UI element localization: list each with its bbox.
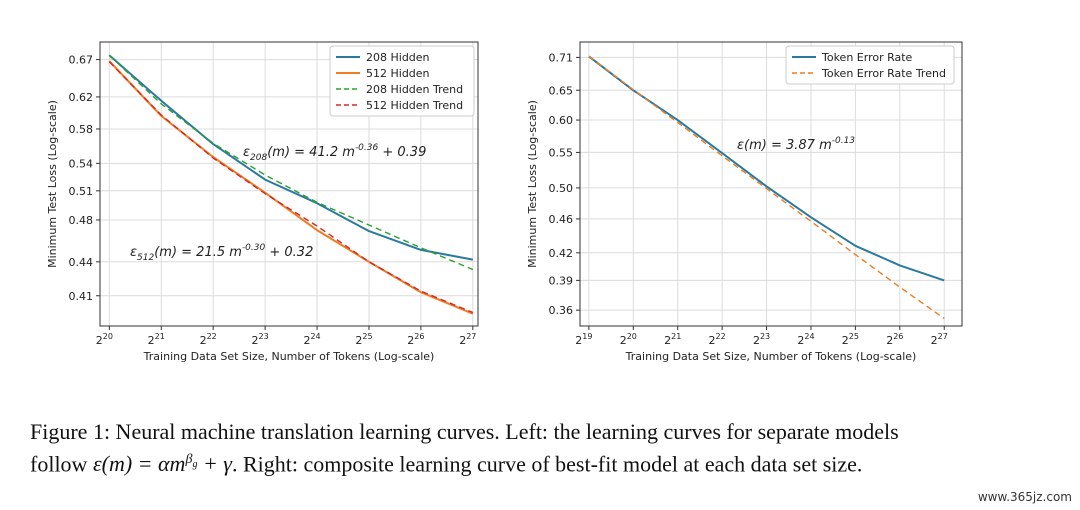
x-tick-label: 222 — [709, 332, 726, 347]
watermark: www.365jz.com — [977, 490, 1072, 504]
chart-panel-right: 0.71 0.65 0.60 0.55 0.50 0.46 0.42 0.39 0.36 219 2… — [526, 41, 963, 363]
caption-formula-exponent: βg — [185, 452, 198, 470]
plot-frame — [99, 41, 479, 327]
y-tick-label: 0.54 — [69, 157, 94, 170]
equation-annotation: ε208(m) = 41.2 m-0.36 + 0.39 — [243, 143, 426, 163]
x-tick-label: 225 — [355, 332, 372, 347]
x-tick-label: 220 — [620, 332, 637, 347]
y-tick-label: 0.58 — [69, 123, 94, 136]
series-line-208-hidden-trend — [108, 54, 474, 271]
y-tick-label: 0.42 — [549, 247, 574, 260]
y-tick-label: 0.62 — [69, 91, 94, 104]
y-tick-label: 0.51 — [69, 185, 94, 198]
x-tick-label: 221 — [664, 332, 681, 347]
chart-panel-left: 0.67 0.62 0.58 0.54 0.51 0.48 0.44 0.41 220 221 22… — [46, 41, 479, 363]
y-tick-label: 0.60 — [549, 114, 574, 127]
x-tick-label: 224 — [797, 332, 814, 347]
caption-formula-tail: + γ — [197, 451, 232, 477]
y-tick-label: 0.50 — [549, 182, 574, 195]
legend-box — [785, 45, 955, 85]
x-tick-label: 222 — [200, 332, 217, 347]
legend: Token Error Rate Token Error Rate Trend — [785, 45, 955, 85]
caption-line-2: follow ε(m) = αmβg + γ. Right: composite… — [30, 446, 1040, 479]
x-tick-label: 221 — [148, 332, 165, 347]
y-tick-label: 0.44 — [69, 256, 94, 269]
caption-formula-main: ε(m) = αm — [92, 451, 186, 477]
x-tick-label: 219 — [575, 332, 592, 347]
x-tick-label: 224 — [303, 332, 320, 347]
x-axis-label: Training Data Set Size, Number of Tokens… — [625, 350, 917, 363]
x-tick-label: 226 — [886, 332, 903, 347]
figure: 0.67 0.62 0.58 0.54 0.51 0.48 0.44 0.41 220 221 22… — [46, 41, 963, 363]
x-tick-label: 223 — [252, 332, 269, 347]
series-line-token-error-rate-trend — [588, 55, 945, 320]
legend-box — [329, 45, 475, 117]
y-axis-label: Minimum Test Loss (Log-scale) — [526, 100, 539, 268]
equation-annotation: ε(m) = 3.87 m-0.13 — [737, 136, 855, 153]
plot-frame — [579, 41, 963, 327]
x-tick-label: 226 — [407, 332, 424, 347]
x-axis-label: Training Data Set Size, Number of Tokens… — [143, 350, 435, 363]
legend-label: 208 Hidden Trend — [366, 83, 463, 96]
y-tick-label: 0.48 — [69, 214, 94, 227]
y-tick-label: 0.36 — [549, 304, 574, 317]
y-tick-label: 0.67 — [69, 54, 94, 67]
legend: 208 Hidden 512 Hidden 208 Hidden Trend 512 … — [329, 45, 475, 117]
legend-label: Token Error Rate Trend — [821, 67, 946, 80]
caption-line-2-start: follow — [30, 451, 93, 477]
series-line-512-hidden — [108, 60, 474, 315]
y-tick-label: 0.65 — [549, 84, 574, 97]
series-line-512-hidden-trend — [108, 61, 474, 314]
legend-label: 512 Hidden — [366, 67, 430, 80]
caption-formula-beta-sub: g — [192, 458, 198, 470]
caption-formula-beta: β — [185, 452, 193, 467]
legend-label: 208 Hidden — [366, 51, 430, 64]
legend-label: 512 Hidden Trend — [366, 99, 463, 112]
legend-label: Token Error Rate — [821, 51, 913, 64]
caption-line-2-end: . Right: composite learning curve of bes… — [231, 451, 863, 477]
x-tick-label: 225 — [842, 332, 859, 347]
caption-line-1: Figure 1: Neural machine translation lea… — [30, 419, 899, 444]
y-tick-label: 0.46 — [549, 213, 574, 226]
figure-caption: Figure 1: Neural machine translation lea… — [30, 418, 1040, 479]
x-tick-label: 220 — [96, 332, 113, 347]
y-tick-label: 0.39 — [549, 274, 574, 287]
y-tick-label: 0.41 — [69, 290, 94, 303]
x-tick-label: 227 — [459, 332, 476, 347]
y-tick-label: 0.55 — [549, 146, 574, 159]
series-line-208-hidden — [108, 54, 473, 261]
x-tick-label: 227 — [931, 332, 948, 347]
equation-annotation: ε512(m) = 21.5 m-0.30 + 0.32 — [130, 243, 313, 263]
caption-formula: ε(m) = αmβg + γ — [93, 451, 232, 476]
y-axis-label: Minimum Test Loss (Log-scale) — [46, 100, 59, 268]
x-tick-label: 223 — [753, 332, 770, 347]
y-tick-label: 0.71 — [549, 51, 574, 64]
